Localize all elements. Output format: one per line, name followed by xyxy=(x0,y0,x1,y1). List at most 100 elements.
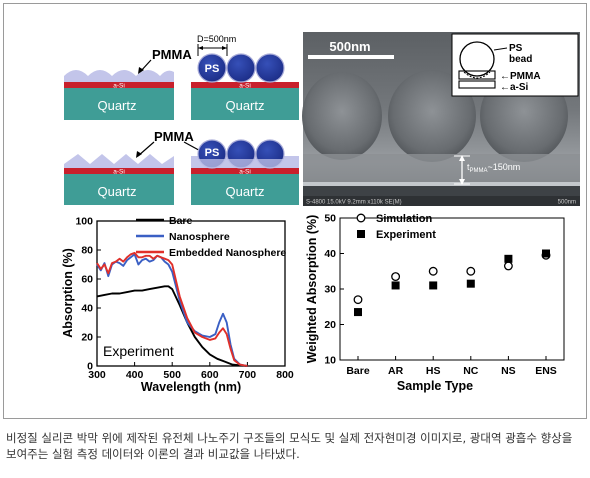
legend: Bare Nanosphere Embedded Nanosphere xyxy=(136,215,286,259)
y-axis-label: Weighted Absorption (%) xyxy=(305,215,319,364)
asi-label: a-Si xyxy=(113,169,125,176)
inset-asi-layer xyxy=(458,80,496,89)
simulation-point xyxy=(503,261,513,271)
y-tick-label: 20 xyxy=(81,332,93,344)
quartz-substrate xyxy=(64,174,174,205)
quartz-substrate xyxy=(191,88,299,120)
quartz-label: Quartz xyxy=(97,184,136,199)
experiment-point xyxy=(429,281,438,290)
sem-image: S-4800 15.0kV 9.2mm x110k SE(M) 500nm 50… xyxy=(302,32,580,206)
y-tick-label: 40 xyxy=(81,303,93,315)
plot-frame xyxy=(339,217,565,361)
legend: Simulation Experiment xyxy=(356,213,436,241)
quartz-label: Quartz xyxy=(225,184,264,199)
inset-bead-label: bead xyxy=(509,54,532,65)
x-tick-label: ENS xyxy=(535,365,557,377)
experiment-point xyxy=(466,279,475,288)
asi-label: a-Si xyxy=(239,169,251,176)
quartz-substrate xyxy=(191,174,299,205)
absorption-spectrum-chart: 300 400 500 600 700 800 0 20 40 60 80 100 Bare Nano… xyxy=(61,215,294,394)
legend-nanosphere: Nanosphere xyxy=(169,231,230,243)
diameter-marker xyxy=(197,44,228,56)
y-tick-label: 80 xyxy=(81,245,93,257)
sem-asi-band xyxy=(303,182,580,186)
axis-ticks: 300 400 500 600 700 800 0 20 40 60 80 100 xyxy=(75,216,293,382)
sem-footer-right: 500nm xyxy=(558,200,576,206)
data-points xyxy=(353,249,551,317)
x-axis-label: Sample Type xyxy=(397,379,473,393)
sem-pmma-band xyxy=(303,154,580,184)
y-tick-label: 30 xyxy=(324,284,336,296)
x-tick-label: 600 xyxy=(201,369,219,381)
chart-annotation: Experiment xyxy=(103,343,174,359)
inset-ps-pointer xyxy=(493,47,508,51)
scale-bar-label: 500nm xyxy=(329,39,370,54)
asi-layer xyxy=(64,82,174,88)
experiment-point xyxy=(504,254,513,263)
ps-sphere xyxy=(255,53,285,83)
sem-inset: PS bead ←PMMA ←a-Si xyxy=(451,33,579,97)
schematic-bare-pmma-top: Quartz a-Si xyxy=(64,70,174,120)
experiment-point xyxy=(542,249,550,258)
inset-embed-curve xyxy=(463,71,491,79)
diameter-label: D=500nm xyxy=(197,34,236,44)
x-tick-label: 400 xyxy=(126,369,144,381)
y-tick-label: 40 xyxy=(324,248,336,260)
legend-bare: Bare xyxy=(169,215,193,227)
inset-box xyxy=(451,33,579,97)
simulation-point xyxy=(391,272,401,282)
legend-experiment: Experiment xyxy=(376,229,436,241)
sem-footer-left: S-4800 15.0kV 9.2mm x110k SE(M) xyxy=(306,200,402,206)
legend-embedded: Embedded Nanosphere xyxy=(169,247,286,259)
inset-asi-label: ←a-Si xyxy=(500,82,529,93)
pmma-layer xyxy=(64,70,174,82)
weighted-absorption-chart: 10 20 30 40 50 Bare AR HS NC NS ENS Simulation Exp… xyxy=(305,213,565,393)
pmma-label-top: PMMA xyxy=(152,47,192,62)
scale-bar xyxy=(308,55,394,59)
ps-label: PS xyxy=(205,147,220,159)
x-tick-label: AR xyxy=(388,365,404,377)
pmma-arrow-top xyxy=(138,59,152,74)
figure-caption: 비정질 실리콘 박막 위에 제작된 유전체 나노주기 구조들의 모식도 및 실제… xyxy=(6,431,573,461)
x-tick-label: 800 xyxy=(276,369,294,381)
x-axis-label: Wavelength (nm) xyxy=(141,380,241,394)
y-axis-label: Absorption (%) xyxy=(61,248,75,338)
asi-label: a-Si xyxy=(113,83,125,90)
inset-sphere xyxy=(459,41,495,77)
legend-marker-experiment xyxy=(357,230,365,238)
pmma-label-bottom: PMMA xyxy=(154,129,194,144)
axis-ticks: 10 20 30 40 50 Bare AR HS NC NS ENS xyxy=(324,213,556,378)
series-line-bare xyxy=(96,285,248,367)
experiment-point xyxy=(354,308,362,317)
ps-label: PS xyxy=(205,63,220,75)
legend-simulation: Simulation xyxy=(376,213,433,225)
asi-layer xyxy=(64,168,174,174)
x-tick-label: NS xyxy=(501,365,516,377)
experiment-point xyxy=(391,281,400,290)
pmma-arrow-bottom-left xyxy=(136,141,155,158)
schematic-bare-pmma-bottom: Quartz a-Si xyxy=(64,154,174,205)
x-tick-label: HS xyxy=(426,365,441,377)
legend-marker-simulation xyxy=(356,213,366,223)
figure-svg: Quartz a-Si PMMA PS Quartz a-Si D=500nm … xyxy=(61,32,580,394)
y-tick-label: 100 xyxy=(75,216,93,228)
simulation-point xyxy=(428,266,438,276)
simulation-point xyxy=(353,295,363,305)
simulation-point xyxy=(466,266,476,276)
x-tick-label: 500 xyxy=(163,369,181,381)
y-tick-label: 20 xyxy=(324,319,336,331)
asi-label: a-Si xyxy=(239,83,251,90)
y-tick-label: 0 xyxy=(87,361,93,373)
x-tick-label: 700 xyxy=(239,369,257,381)
figure-frame: Quartz a-Si PMMA PS Quartz a-Si D=500nm … xyxy=(3,3,587,419)
x-tick-label: NC xyxy=(463,365,479,377)
quartz-label: Quartz xyxy=(225,98,264,113)
thickness-label: tPMMA~150nm xyxy=(467,162,520,174)
series-line-embedded-nanosphere xyxy=(96,251,248,367)
series-lines xyxy=(96,251,248,367)
sem-footer-bar xyxy=(303,196,580,206)
x-tick-label: Bare xyxy=(346,365,370,377)
y-tick-label: 10 xyxy=(324,355,336,367)
ps-sphere xyxy=(197,53,227,83)
asi-layer xyxy=(191,82,299,88)
